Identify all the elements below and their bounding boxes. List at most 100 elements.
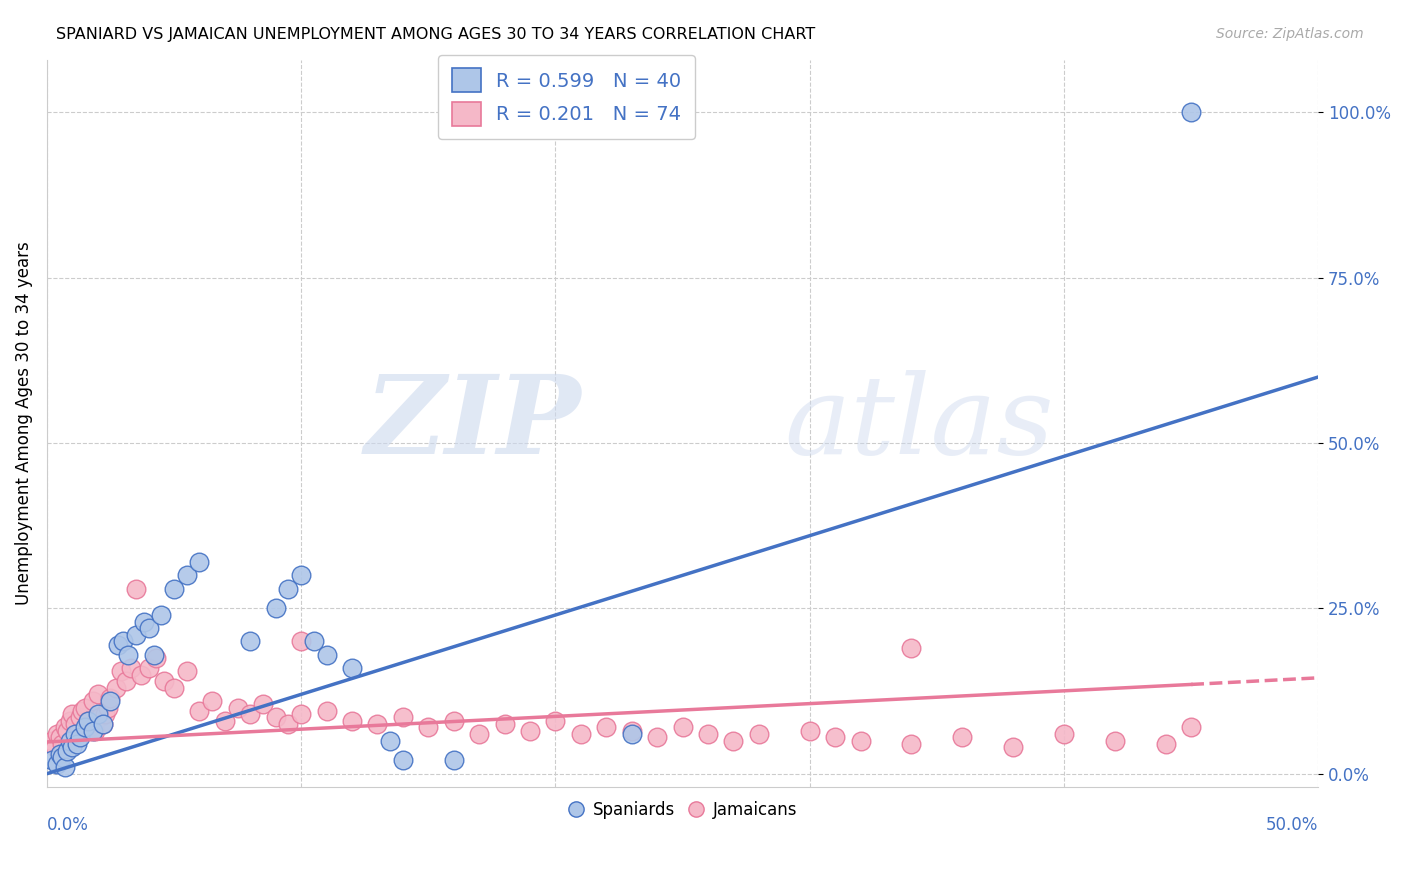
Point (620, 723, 643, 738)
Point (79, 720, 101, 734)
Point (120, 661, 142, 675)
Point (145, 651, 167, 665)
Point (595, 720, 617, 734)
Point (392, 710, 415, 724)
Point (544, 714, 567, 728)
Point (239, 707, 262, 722)
Text: atlas: atlas (785, 369, 1054, 477)
Point (138, 661, 160, 675)
Point (91, 717, 114, 731)
Point (748, 727, 770, 741)
Point (132, 615, 155, 629)
Point (56, 723, 79, 738)
Point (340, 661, 363, 675)
Point (340, 714, 363, 728)
Point (73, 720, 96, 734)
Point (117, 648, 139, 662)
Point (188, 555, 211, 569)
Point (60, 707, 83, 722)
Point (41, 733, 63, 747)
Point (163, 582, 186, 596)
Point (239, 634, 262, 648)
Point (824, 731, 846, 745)
Point (277, 582, 299, 596)
Text: ZIP: ZIP (364, 369, 581, 477)
Point (76, 714, 98, 728)
Text: SPANIARD VS JAMAICAN UNEMPLOYMENT AMONG AGES 30 TO 34 YEARS CORRELATION CHART: SPANIARD VS JAMAICAN UNEMPLOYMENT AMONG … (56, 27, 815, 42)
Point (214, 714, 236, 728)
Point (59, 733, 82, 747)
Point (66, 727, 89, 741)
Point (63, 727, 86, 741)
Point (290, 568, 312, 582)
Point (114, 674, 136, 689)
Point (366, 717, 388, 731)
Point (392, 754, 415, 768)
Point (290, 634, 312, 648)
Point (46, 756, 69, 771)
Point (443, 714, 465, 728)
Point (290, 707, 312, 722)
Point (142, 648, 165, 662)
Point (82, 723, 104, 738)
Point (494, 717, 516, 731)
Point (51, 737, 73, 751)
Text: 0.0%: 0.0% (46, 816, 89, 834)
Point (89, 710, 111, 724)
Point (1104, 733, 1126, 747)
Point (799, 723, 821, 738)
Legend: Spaniards, Jamaicans: Spaniards, Jamaicans (561, 795, 804, 826)
Point (76, 714, 98, 728)
Point (73, 700, 96, 714)
Point (315, 704, 337, 718)
Point (97, 700, 120, 714)
Y-axis label: Unemployment Among Ages 30 to 34 years: Unemployment Among Ages 30 to 34 years (15, 242, 32, 605)
Point (104, 681, 127, 695)
Point (163, 681, 186, 695)
Point (84, 723, 107, 738)
Point (44, 740, 66, 755)
Point (51, 750, 73, 764)
Point (100, 694, 122, 708)
Point (129, 667, 152, 681)
Point (60, 740, 83, 755)
Point (53, 720, 76, 734)
Point (1180, 105, 1202, 120)
Point (900, 737, 922, 751)
Point (252, 698, 274, 712)
Point (519, 723, 541, 738)
Point (48, 747, 70, 761)
Point (1180, 720, 1202, 734)
Point (378, 733, 401, 747)
Point (59, 714, 82, 728)
Point (1154, 737, 1177, 751)
Point (87, 707, 110, 722)
Point (69, 731, 91, 745)
Text: 50.0%: 50.0% (1265, 816, 1319, 834)
Point (302, 634, 325, 648)
Point (418, 720, 440, 734)
Point (264, 601, 287, 615)
Point (315, 648, 337, 662)
Point (72, 704, 94, 718)
Point (138, 621, 160, 635)
Point (443, 754, 465, 768)
Point (277, 717, 299, 731)
Point (176, 568, 198, 582)
Point (63, 717, 86, 731)
Point (150, 607, 173, 622)
Point (87, 687, 110, 701)
Point (569, 727, 592, 741)
Point (900, 641, 922, 656)
Point (226, 700, 249, 714)
Point (82, 694, 104, 708)
Point (723, 733, 745, 747)
Point (69, 710, 91, 724)
Point (950, 731, 973, 745)
Point (201, 694, 224, 708)
Point (176, 664, 198, 678)
Point (53, 760, 76, 774)
Point (1053, 727, 1076, 741)
Point (153, 674, 176, 689)
Point (645, 731, 668, 745)
